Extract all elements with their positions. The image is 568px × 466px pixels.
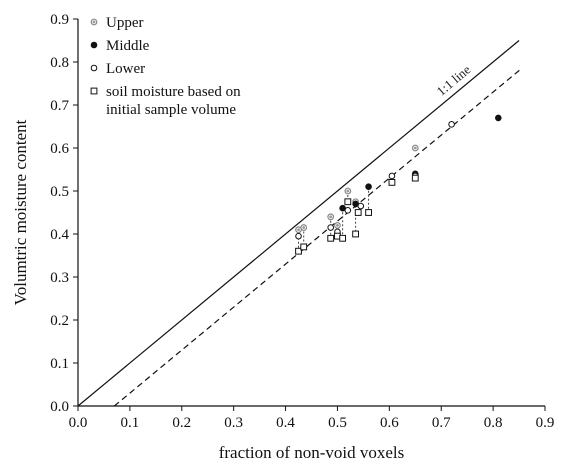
legend-label: soil moisture based on initial sample vol… (106, 84, 241, 118)
x-tick-label: 0.7 (432, 415, 451, 431)
data-point-series-3 (339, 234, 347, 242)
data-points (295, 114, 502, 255)
legend-label: Upper (106, 15, 144, 31)
x-tick-label: 0.5 (328, 415, 347, 431)
y-tick-label: 0.4 (50, 227, 69, 243)
data-point-series-0-core (329, 215, 333, 219)
data-point-series-2 (344, 207, 352, 214)
legend-marker (90, 87, 98, 95)
data-point-series-0-core (302, 226, 306, 229)
x-tick-label: 0.9 (536, 415, 555, 431)
x-tick-label: 0.4 (276, 415, 295, 431)
data-point-series-3 (295, 247, 302, 255)
annotations: 1:1 line (434, 62, 474, 99)
data-point-series-2 (357, 202, 365, 210)
y-axis-title: Volumtric moisture content (11, 119, 30, 305)
data-point-series-2 (388, 172, 396, 180)
x-tick-label: 0.3 (224, 415, 243, 431)
data-point-series-0-core (297, 228, 300, 232)
x-tick-label: 0.6 (380, 415, 399, 431)
one-to-one-line (77, 40, 520, 407)
line-annotation: 1:1 line (434, 62, 474, 99)
y-tick-label: 0.6 (50, 141, 69, 157)
axes: 0.0 0.1 0.2 0.3 0.4 0.5 0.6 0.7 0.8 0.9 0.0 0.1 0.2 0… (11, 12, 554, 462)
legend-label-line: initial sample volume (106, 102, 236, 118)
legend-marker (90, 41, 98, 49)
data-point-series-3 (365, 209, 372, 216)
y-tick-label: 0.9 (50, 12, 69, 28)
x-tick-label: 0.1 (121, 415, 140, 431)
y-tick-label: 0.0 (50, 399, 69, 415)
y-tick-label: 0.3 (50, 270, 69, 286)
data-point-series-3 (352, 230, 360, 238)
data-point-series-1 (495, 114, 502, 122)
y-tick-label: 0.8 (50, 55, 69, 71)
y-tick-label: 0.1 (50, 356, 69, 372)
y-tick-label: 0.5 (50, 184, 69, 200)
legend-label: Middle (106, 38, 150, 54)
legend-label: Lower (106, 61, 145, 77)
x-axis-title: fraction of non-void voxels (219, 443, 405, 462)
legend-label-line: soil moisture based on (106, 84, 241, 100)
y-tick-label: 0.7 (50, 98, 69, 114)
data-point-series-3 (354, 209, 362, 216)
data-point-series-2 (295, 232, 302, 240)
data-point-series-2 (448, 121, 455, 128)
data-point-series-3 (411, 174, 419, 182)
data-point-series-1 (365, 183, 372, 190)
data-point-series-0-core (346, 189, 350, 193)
x-tick-label: 0.2 (172, 415, 191, 431)
data-point-series-3 (300, 243, 308, 251)
legend-marker (90, 64, 98, 72)
x-tick-label: 0.0 (69, 415, 88, 431)
legend-marker-core (92, 20, 96, 24)
fitted-dashed-line (113, 67, 523, 407)
data-point-series-3 (327, 234, 335, 242)
data-point-series-3 (388, 179, 396, 186)
x-tick-label: 0.8 (484, 415, 503, 431)
data-point-series-3 (344, 198, 352, 206)
y-tick-label: 0.2 (50, 313, 69, 329)
legend: Upper Middle Lower soil moisture based on in… (90, 15, 241, 118)
data-point-series-0-core (336, 224, 339, 227)
data-point-series-0-core (413, 146, 417, 150)
data-point-series-2 (327, 224, 334, 231)
